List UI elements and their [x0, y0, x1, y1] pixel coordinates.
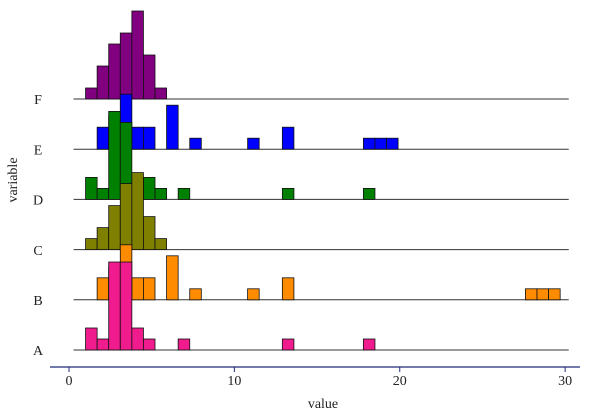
- bar: [108, 43, 121, 100]
- bar: [119, 183, 133, 251]
- bar: [143, 277, 156, 301]
- y-tick-label: F: [34, 93, 42, 108]
- bar: [85, 238, 98, 251]
- bar: [374, 137, 387, 150]
- bar: [154, 238, 167, 251]
- bar: [281, 187, 295, 200]
- bar: [166, 255, 179, 301]
- bar: [143, 126, 156, 150]
- bar: [96, 338, 110, 351]
- bar: [362, 338, 376, 351]
- y-tick-label: A: [33, 344, 44, 359]
- y-tick-label: D: [33, 194, 43, 209]
- bar: [525, 288, 538, 301]
- bar: [247, 137, 260, 150]
- bar: [96, 277, 110, 301]
- x-tick-label: 10: [227, 374, 241, 389]
- bar: [143, 54, 156, 100]
- bar: [143, 338, 156, 351]
- x-tick-label: 20: [393, 374, 407, 389]
- bar: [85, 327, 98, 351]
- bar: [247, 288, 260, 301]
- y-axis-title: variable: [6, 157, 21, 202]
- bar: [131, 126, 144, 150]
- x-tick-label: 30: [558, 374, 572, 389]
- y-tick-label: C: [33, 244, 42, 259]
- bar: [119, 261, 133, 351]
- bar: [96, 187, 110, 200]
- bar: [85, 87, 98, 100]
- bar: [96, 227, 110, 251]
- bar: [536, 288, 549, 301]
- bar: [189, 137, 202, 150]
- bar: [189, 288, 202, 301]
- bar: [362, 187, 376, 200]
- bar: [166, 104, 179, 150]
- bar: [85, 176, 98, 200]
- bar: [108, 261, 121, 351]
- bar: [131, 172, 144, 251]
- bar: [386, 137, 399, 150]
- bar: [131, 327, 144, 351]
- bar: [96, 65, 110, 100]
- bar: [143, 176, 156, 200]
- bar: [154, 187, 167, 200]
- bar: [119, 32, 133, 100]
- bar: [131, 10, 144, 100]
- bar: [154, 87, 167, 100]
- bar: [177, 338, 191, 351]
- x-axis-title: value: [308, 397, 338, 412]
- bar: [362, 137, 376, 150]
- bar: [131, 277, 144, 301]
- y-tick-label: B: [33, 294, 42, 309]
- bar: [96, 126, 110, 150]
- bar: [281, 126, 295, 150]
- bar: [177, 187, 191, 200]
- bar: [143, 216, 156, 251]
- y-tick-label: E: [34, 143, 43, 158]
- bar: [281, 338, 295, 351]
- bar: [108, 205, 121, 251]
- x-tick-label: 0: [66, 374, 73, 389]
- bar: [108, 111, 121, 200]
- bar: [281, 277, 295, 301]
- bar: [548, 288, 561, 301]
